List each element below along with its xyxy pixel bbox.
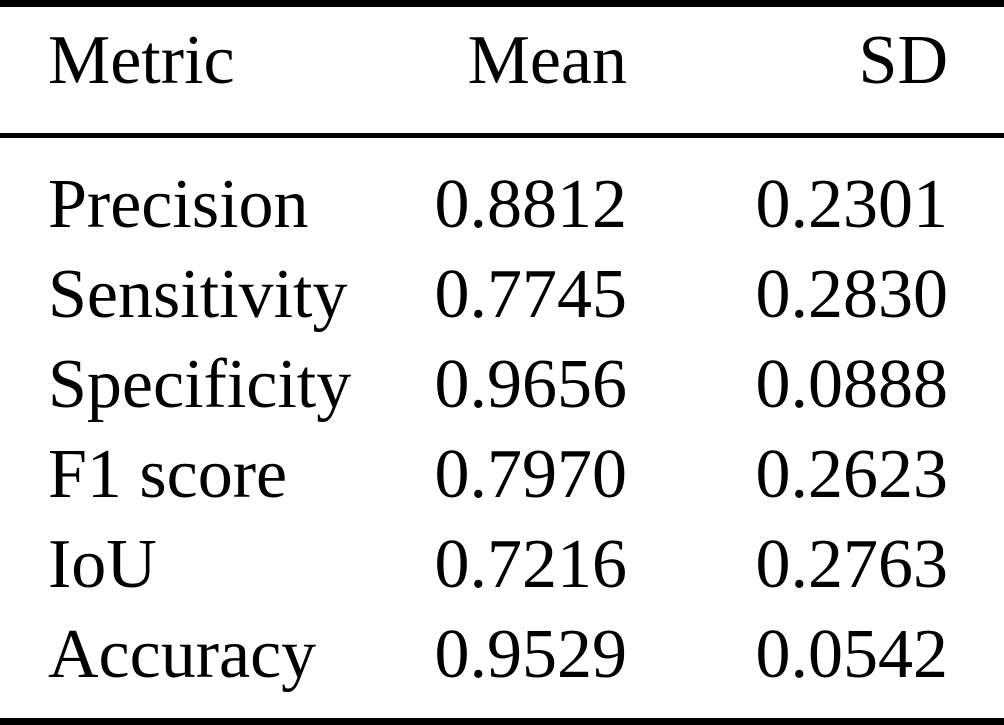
cell-metric: F1 score — [48, 436, 288, 513]
cell-mean: 0.7745 — [434, 256, 628, 333]
table-row-f1-score: F1 score 0.7970 0.2623 — [0, 430, 1004, 520]
cell-sd: 0.0888 — [755, 346, 949, 423]
cell-metric: Precision — [48, 166, 309, 243]
table-row-precision: Precision 0.8812 0.2301 — [0, 160, 1004, 250]
cell-sd: 0.2301 — [755, 166, 949, 243]
table-row-accuracy: Accuracy 0.9529 0.0542 — [0, 610, 1004, 700]
cell-mean: 0.7216 — [434, 526, 628, 603]
bottom-rule — [0, 718, 1004, 725]
table-header-row: Metric Mean SD — [0, 7, 1004, 133]
column-header-metric: Metric — [48, 22, 235, 99]
cell-sd: 0.2623 — [755, 436, 949, 513]
mid-rule — [0, 133, 1004, 138]
column-header-sd: SD — [858, 22, 948, 99]
column-header-mean: Mean — [467, 22, 627, 99]
table-row-specificity: Specificity 0.9656 0.0888 — [0, 340, 1004, 430]
table-row-iou: IoU 0.7216 0.2763 — [0, 520, 1004, 610]
cell-metric: IoU — [48, 526, 157, 603]
cell-mean: 0.9529 — [434, 616, 628, 693]
cell-sd: 0.2830 — [755, 256, 949, 333]
cell-sd: 0.0542 — [755, 616, 949, 693]
cell-mean: 0.9656 — [434, 346, 628, 423]
cell-metric: Sensitivity — [48, 256, 348, 333]
cell-metric: Accuracy — [48, 616, 317, 693]
table-row-sensitivity: Sensitivity 0.7745 0.2830 — [0, 250, 1004, 340]
top-rule — [0, 0, 1004, 7]
cell-mean: 0.7970 — [434, 436, 628, 513]
cell-metric: Specificity — [48, 346, 352, 423]
cell-mean: 0.8812 — [434, 166, 628, 243]
cell-sd: 0.2763 — [755, 526, 949, 603]
table-body: Precision 0.8812 0.2301 Sensitivity 0.77… — [0, 138, 1004, 718]
